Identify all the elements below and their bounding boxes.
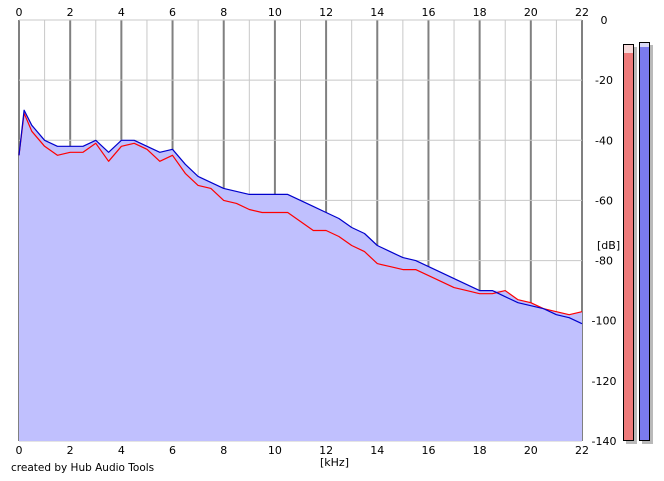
x-tick-label-top: 10 xyxy=(268,6,282,19)
x-tick-label-bottom: 4 xyxy=(118,444,125,457)
y-tick-label: -100 xyxy=(592,315,617,328)
x-tick-label-top: 0 xyxy=(16,6,23,19)
right-channel-level-meter xyxy=(639,42,650,441)
left-channel-level-fill xyxy=(624,52,633,440)
x-tick-label-bottom: 8 xyxy=(220,444,227,457)
x-tick-label-bottom: 20 xyxy=(524,444,538,457)
credit-text: created by Hub Audio Tools xyxy=(11,462,155,474)
x-tick-label-top: 18 xyxy=(473,6,487,19)
x-tick-label-bottom: 0 xyxy=(16,444,23,457)
tick-labels: 002244668810101212141416161818202022220-… xyxy=(16,6,617,457)
x-tick-label-bottom: 10 xyxy=(268,444,282,457)
left-channel-level-meter xyxy=(623,44,634,441)
x-tick-label-bottom: 18 xyxy=(473,444,487,457)
x-tick-label-bottom: 16 xyxy=(421,444,435,457)
x-tick-label-top: 8 xyxy=(220,6,227,19)
x-tick-label-top: 20 xyxy=(524,6,538,19)
x-tick-label-bottom: 22 xyxy=(575,444,589,457)
x-tick-label-bottom: 6 xyxy=(169,444,176,457)
spectrum-fill-area xyxy=(19,110,582,441)
x-tick-label-bottom: 2 xyxy=(67,444,74,457)
y-tick-label: -60 xyxy=(595,194,613,207)
x-tick-label-top: 2 xyxy=(67,6,74,19)
x-axis-label: [kHz] xyxy=(320,456,349,469)
x-tick-label-top: 4 xyxy=(118,6,125,19)
right-channel-level-fill xyxy=(640,46,649,440)
x-tick-label-bottom: 12 xyxy=(319,444,333,457)
spectrum-lines xyxy=(18,109,583,325)
x-tick-label-top: 14 xyxy=(370,6,384,19)
x-tick-label-top: 6 xyxy=(169,6,176,19)
x-tick-label-top: 12 xyxy=(319,6,333,19)
x-tick-label-top: 22 xyxy=(575,6,589,19)
y-tick-label: -20 xyxy=(595,74,613,87)
series-line-left xyxy=(18,112,583,316)
y-tick-label: -40 xyxy=(595,134,613,147)
y-tick-label: -140 xyxy=(592,435,617,448)
spectrum-area xyxy=(19,110,582,441)
y-tick-label: -120 xyxy=(592,375,617,388)
y-tick-label: -80 xyxy=(595,255,613,268)
y-tick-label: 0 xyxy=(601,14,608,27)
y-axis-label: [dB] xyxy=(597,239,621,252)
x-tick-label-bottom: 14 xyxy=(370,444,384,457)
x-tick-label-top: 16 xyxy=(421,6,435,19)
series-line-right xyxy=(18,109,583,325)
